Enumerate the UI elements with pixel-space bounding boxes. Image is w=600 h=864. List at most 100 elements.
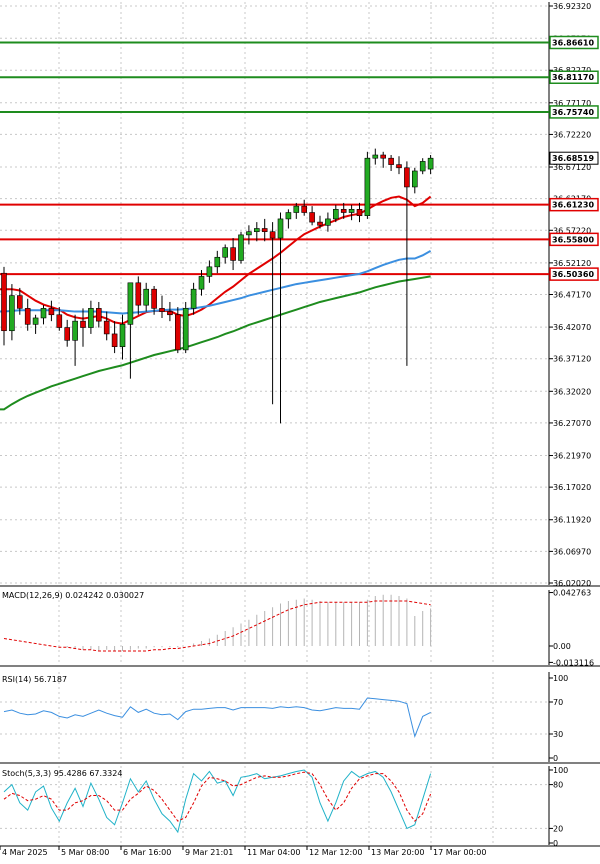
stoch-tick-label: 20: [553, 824, 563, 833]
level-label-box: [549, 35, 599, 50]
current-price-box: [549, 151, 599, 165]
stoch-tick-label: 100: [553, 766, 568, 775]
candle-body[interactable]: [64, 327, 70, 341]
price-tick-label: 36.52120: [553, 259, 591, 268]
candle-body[interactable]: [167, 311, 173, 316]
candle-body[interactable]: [230, 247, 236, 261]
candle-body[interactable]: [388, 157, 394, 165]
candle-body[interactable]: [332, 209, 339, 220]
candle-body[interactable]: [340, 209, 347, 213]
candle-body[interactable]: [24, 308, 31, 325]
level-label: 36.75740: [552, 108, 594, 117]
candle-body[interactable]: [301, 205, 308, 213]
rsi-title: RSI(14) 56.7187: [2, 675, 68, 684]
x-tick-label: 4 Mar 2025: [2, 848, 48, 857]
price-tick-label: 36.77170: [553, 99, 591, 108]
price-tick-label: 36.37120: [553, 355, 591, 364]
candle-body[interactable]: [277, 218, 284, 239]
candle-body[interactable]: [317, 221, 323, 226]
candle-body[interactable]: [325, 218, 331, 226]
candle-body[interactable]: [48, 308, 55, 316]
candle-body[interactable]: [182, 308, 189, 351]
price-tick-label: 36.11920: [553, 516, 591, 525]
price-tick-label: 36.92320: [553, 2, 591, 11]
price-tick-label: 36.21970: [553, 452, 591, 461]
x-tick-label: 9 Mar 21:01: [185, 848, 233, 857]
x-tick-label: 12 Mar 12:00: [309, 848, 362, 857]
price-tick-label: 36.32020: [553, 387, 591, 396]
candle-body[interactable]: [88, 308, 94, 328]
candle-body[interactable]: [9, 295, 15, 332]
level-label-box: [549, 232, 599, 247]
stoch-tick-label: 80: [553, 781, 563, 790]
candle-body[interactable]: [285, 212, 292, 220]
candle-body[interactable]: [427, 157, 434, 170]
candle-body[interactable]: [364, 157, 371, 217]
rsi-tick-label: 100: [553, 674, 568, 683]
current-price-label: 36.68519: [552, 154, 594, 163]
candle-body[interactable]: [222, 247, 228, 258]
candle-body[interactable]: [159, 308, 165, 312]
candle-body[interactable]: [1, 272, 7, 332]
candle-body[interactable]: [175, 314, 181, 351]
macd-title: MACD(12,26,9) 0.024242 0.030027: [2, 591, 145, 600]
candle-body[interactable]: [411, 170, 418, 188]
candle-body[interactable]: [206, 266, 213, 277]
candle-body[interactable]: [119, 324, 126, 348]
candle-body[interactable]: [404, 167, 410, 188]
candle-body[interactable]: [56, 314, 63, 328]
candle-body[interactable]: [72, 320, 78, 341]
candle-body[interactable]: [16, 295, 23, 309]
x-tick-label: 6 Mar 16:00: [123, 848, 171, 857]
candle-body[interactable]: [96, 308, 102, 322]
stoch-d-line: [3, 771, 432, 822]
level-label: 36.55800: [552, 235, 594, 244]
candle-body[interactable]: [348, 209, 355, 213]
macd-tick-label: -0.013116: [553, 658, 594, 667]
candle-body[interactable]: [269, 231, 276, 239]
rsi-tick-label: 0: [553, 754, 558, 763]
price-tick-label: 36.67120: [553, 163, 591, 172]
candle-body[interactable]: [32, 317, 39, 325]
macd-tick-label: 0.00: [553, 642, 571, 651]
ma-line[interactable]: [0, 249, 432, 315]
candle-body[interactable]: [190, 288, 197, 309]
candle-body[interactable]: [143, 288, 149, 306]
price-tick-label: 36.72220: [553, 130, 591, 139]
candle-body[interactable]: [40, 308, 47, 319]
candle-body[interactable]: [419, 161, 426, 172]
candle-body[interactable]: [396, 164, 402, 169]
level-label: 36.61230: [552, 201, 594, 210]
x-tick-label: 13 Mar 20:00: [371, 848, 424, 857]
candle-body[interactable]: [293, 205, 300, 213]
ma-line[interactable]: [0, 275, 431, 411]
candle-body[interactable]: [309, 212, 315, 223]
candle-body[interactable]: [151, 288, 157, 309]
candle-body[interactable]: [254, 228, 260, 232]
price-tick-label: 36.06970: [553, 547, 591, 556]
stoch-k-line: [3, 769, 432, 834]
candle-body[interactable]: [214, 256, 221, 268]
x-tick-label: 11 Mar 04:00: [247, 848, 300, 857]
candle-body[interactable]: [135, 282, 142, 306]
level-label-box: [549, 105, 599, 119]
level-label: 36.86610: [552, 38, 594, 47]
candle-body[interactable]: [103, 320, 110, 335]
candle-body[interactable]: [380, 154, 387, 159]
candle-body[interactable]: [261, 228, 268, 232]
candle-body[interactable]: [111, 333, 118, 348]
candle-body[interactable]: [127, 282, 134, 325]
candle-body[interactable]: [80, 320, 86, 328]
macd-signal-line: [3, 600, 431, 652]
candle-body[interactable]: [372, 154, 379, 159]
price-tick-label: 36.27070: [553, 419, 591, 428]
rsi-tick-label: 70: [553, 698, 563, 707]
candle-body[interactable]: [246, 231, 252, 236]
candle-body[interactable]: [198, 276, 205, 290]
x-tick-label: 17 Mar 00:00: [433, 848, 486, 857]
candle-body[interactable]: [356, 209, 363, 217]
level-label-box: [549, 70, 599, 84]
candle-body[interactable]: [238, 234, 244, 261]
